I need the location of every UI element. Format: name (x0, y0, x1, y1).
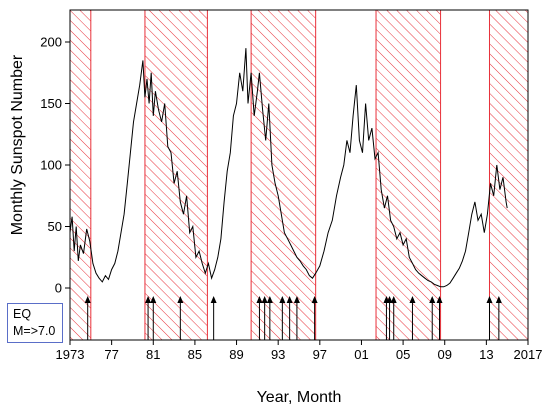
shaded-period (250, 9, 317, 341)
x-tick-label: 81 (146, 347, 160, 362)
series-layer (69, 48, 508, 288)
x-tick-label: 2017 (514, 347, 543, 362)
x-tick-label: 05 (396, 347, 410, 362)
shaded-period (375, 9, 442, 341)
x-tick-label: 01 (354, 347, 368, 362)
earthquake-marker (429, 296, 436, 340)
axis-ticks: 1973 77 81 85 89 93 97 01 05 09 13 2017 0 50 100 150 200 (40, 35, 542, 363)
y-axis-title: Monthly Sunspot Number (9, 54, 26, 235)
x-tick-label: 09 (437, 347, 451, 362)
x-tick-label: 13 (479, 347, 493, 362)
earthquake-marker (261, 296, 268, 340)
y-tick-label: 200 (40, 35, 62, 50)
earthquake-marker (486, 296, 493, 340)
earthquake-marker (150, 296, 157, 340)
x-tick-label: 97 (313, 347, 327, 362)
earthquake-marker (293, 296, 300, 340)
earthquake-marker (266, 296, 273, 340)
earthquake-marker (84, 296, 91, 340)
y-tick-label: 0 (55, 281, 62, 296)
legend: EQ M=>7.0 (7, 303, 63, 343)
earthquake-marker (145, 296, 152, 340)
x-tick-label: 77 (104, 347, 118, 362)
earthquake-marker (390, 296, 397, 340)
y-tick-label: 50 (48, 219, 62, 234)
earthquake-marker (495, 296, 502, 340)
earthquake-marker (311, 296, 318, 340)
shaded-period (488, 9, 529, 341)
x-axis-title: Year, Month (257, 389, 342, 406)
x-tick-label: 1973 (56, 347, 85, 362)
x-tick-label: 89 (229, 347, 243, 362)
y-tick-label: 100 (40, 158, 62, 173)
legend-line-1: EQ (13, 307, 32, 321)
earthquake-marker (256, 296, 263, 340)
legend-line-2: M=>7.0 (13, 324, 56, 338)
plot-frame (69, 9, 529, 341)
earthquake-marker (436, 296, 443, 340)
x-tick-label: 85 (188, 347, 202, 362)
earthquake-marker (210, 296, 217, 340)
shaded-periods (69, 9, 529, 341)
earthquake-marker (177, 296, 184, 340)
y-tick-label: 150 (40, 96, 62, 111)
earthquake-marker (409, 296, 416, 340)
earthquake-marker (279, 296, 286, 340)
shaded-period (69, 9, 92, 341)
x-tick-label: 93 (271, 347, 285, 362)
earthquake-marker (286, 296, 293, 340)
earthquake-markers (84, 296, 502, 340)
earthquake-marker (386, 296, 393, 340)
sunspot-series-line (69, 48, 508, 288)
